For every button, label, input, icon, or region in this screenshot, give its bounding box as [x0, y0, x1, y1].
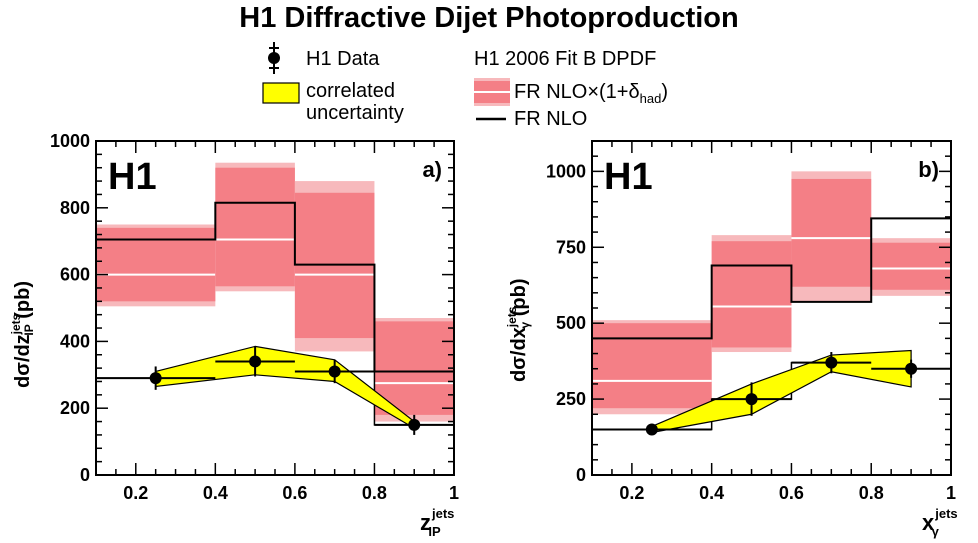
panel-a-x-tick-label: 1	[449, 483, 459, 503]
panel-a-x-tick-label: 0.6	[282, 483, 307, 503]
panel-a-band-inner	[215, 167, 295, 287]
legend-fr-had-label: FR NLO×(1+δhad)	[514, 81, 668, 106]
panel-b-xlabel-main: x	[922, 510, 935, 535]
legend-fr-had-sub: had	[639, 91, 662, 106]
panel-a-data-point	[328, 365, 341, 378]
panel-a-y-tick-label: 0	[80, 465, 90, 485]
panel-a-xlabel-sub: IP	[428, 524, 441, 539]
panel-a-h1-label: H1	[108, 156, 157, 198]
legend-correlated-line1: correlated	[306, 80, 395, 102]
panel-a-y-tick-label: 200	[60, 398, 90, 418]
panel-a-y-tick-label: 1000	[50, 131, 90, 151]
panel-b-xlabel: xjets γ	[922, 506, 958, 539]
panel-a-x-tick-label: 0.8	[362, 483, 387, 503]
legend-fr-nlo-label: FR NLO	[514, 108, 588, 130]
panel-a-y-tick-label: 400	[60, 331, 90, 351]
legend-data-marker	[268, 42, 280, 74]
panel-a-data-point	[249, 355, 262, 368]
panel-a-xlabel: zjets IP	[420, 506, 454, 539]
panel-a-xlabel-sup: jets	[432, 506, 455, 521]
panel-a-panel-label: a)	[422, 157, 442, 182]
legend-correlated-swatch	[262, 82, 300, 104]
panel-a-y-tick-label: 800	[60, 198, 90, 218]
panel-a-fr-nlo-line	[96, 201, 455, 475]
panel-b-xlabel-sub: γ	[931, 524, 939, 539]
panel-a-x-tick-label: 0.2	[123, 483, 148, 503]
panel-a-data-point	[408, 418, 421, 431]
panel-a-xlabel-main: z	[420, 510, 431, 535]
legend-fr-nlo-line	[476, 117, 506, 121]
panel-a-band-inner	[374, 321, 454, 415]
legend-fr-had-close: )	[661, 81, 668, 103]
legend-dpdf-label: H1 2006 Fit B DPDF	[474, 48, 657, 70]
chart-title: H1 Diffractive Dijet Photoproduction	[239, 2, 739, 34]
legend-correlated-line2: uncertainty	[306, 102, 404, 124]
legend-fr-had-main: FR NLO×(1+δ	[514, 81, 640, 103]
panel-a-x-tick-label: 0.4	[203, 483, 228, 503]
panel-a-data-point	[149, 372, 162, 385]
legend-fr-had-swatch	[474, 78, 510, 106]
panel-b-xlabel-sup: jets	[935, 506, 958, 521]
panel-a-y-tick-label: 600	[60, 265, 90, 285]
legend-data-label: H1 Data	[306, 48, 380, 70]
